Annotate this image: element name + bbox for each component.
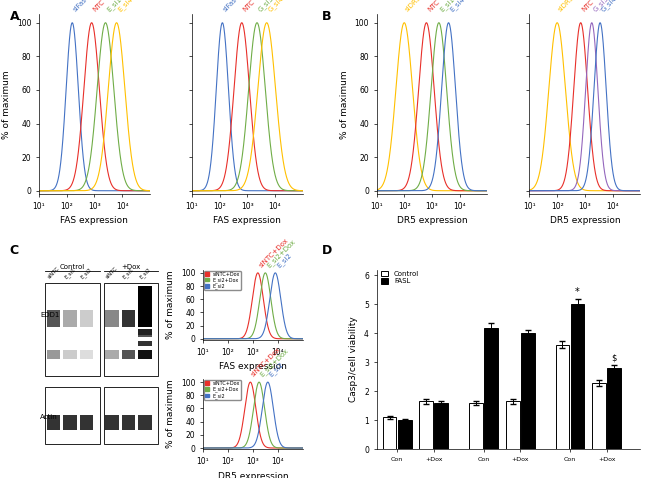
Bar: [105, 415, 119, 430]
Text: G_si3: G_si3: [257, 0, 275, 12]
Text: siNTC+Dox: siNTC+Dox: [258, 237, 289, 269]
X-axis label: DR5 expression: DR5 expression: [396, 216, 467, 225]
Bar: [138, 349, 151, 359]
Bar: [138, 415, 151, 430]
Text: siDR5: siDR5: [557, 0, 575, 12]
Y-axis label: % of maximum: % of maximum: [166, 271, 176, 339]
Text: $: $: [612, 353, 617, 362]
Bar: [138, 286, 151, 327]
Bar: [80, 415, 93, 430]
X-axis label: FAS expression: FAS expression: [213, 216, 281, 225]
X-axis label: DR5 expression: DR5 expression: [218, 471, 288, 478]
Y-axis label: % of maximum: % of maximum: [166, 380, 176, 448]
Text: D: D: [322, 244, 332, 257]
Text: E_si1: E_si1: [105, 0, 123, 12]
Text: siNTC: siNTC: [105, 266, 119, 280]
Text: G_si4: G_si4: [600, 0, 618, 12]
Bar: [47, 415, 60, 430]
Text: NTC: NTC: [92, 0, 106, 12]
Text: siDR5: siDR5: [404, 0, 422, 12]
Bar: [571, 304, 584, 449]
Text: +Dox: +Dox: [122, 264, 140, 271]
Bar: [122, 349, 135, 359]
Bar: [556, 345, 569, 449]
Bar: [64, 349, 77, 359]
Bar: [434, 403, 448, 449]
Text: E_si2: E_si2: [80, 267, 94, 280]
Text: NTC: NTC: [580, 0, 595, 12]
Text: E_si2: E_si2: [276, 251, 292, 269]
Bar: [607, 368, 621, 449]
Text: E_si2+Dox: E_si2+Dox: [259, 347, 290, 378]
Bar: [105, 310, 119, 327]
Text: siFas: siFas: [72, 0, 88, 12]
Legend: Control, FASL: Control, FASL: [380, 270, 421, 286]
Bar: [419, 402, 433, 449]
Text: NTC: NTC: [242, 0, 256, 12]
Bar: [521, 333, 535, 449]
Bar: [383, 417, 396, 449]
Text: NTC: NTC: [426, 0, 441, 12]
Text: C: C: [10, 244, 19, 257]
Bar: [47, 349, 60, 359]
Text: Actin: Actin: [40, 413, 58, 420]
Y-axis label: % of maximum: % of maximum: [340, 70, 349, 139]
X-axis label: FAS expression: FAS expression: [219, 362, 287, 371]
Text: E_si2: E_si2: [268, 361, 285, 378]
Legend: siNTC+Dox, E_si2+Dox, E_si2: siNTC+Dox, E_si2+Dox, E_si2: [204, 380, 241, 400]
Text: E_si1: E_si1: [439, 0, 456, 12]
Text: siNTC: siNTC: [47, 266, 60, 280]
Text: E_si1: E_si1: [122, 267, 135, 280]
Bar: [64, 310, 77, 327]
Text: G_si3: G_si3: [592, 0, 610, 12]
Bar: [484, 327, 498, 449]
X-axis label: FAS expression: FAS expression: [60, 216, 128, 225]
Bar: [138, 341, 151, 347]
Bar: [398, 420, 411, 449]
Bar: [105, 349, 119, 359]
Bar: [138, 329, 151, 335]
Bar: [122, 310, 135, 327]
Text: E_si4: E_si4: [448, 0, 466, 12]
Bar: [469, 403, 483, 449]
Text: B: B: [322, 10, 332, 22]
Text: Control: Control: [60, 264, 85, 271]
Bar: [47, 310, 60, 327]
Legend: siNTC+Dox, E_si2+Dox, E_si2: siNTC+Dox, E_si2+Dox, E_si2: [204, 271, 241, 290]
Bar: [138, 331, 151, 337]
Bar: [103, 387, 159, 445]
Bar: [45, 387, 100, 445]
Bar: [80, 349, 93, 359]
Text: G_si4: G_si4: [266, 0, 285, 12]
Bar: [122, 415, 135, 430]
Y-axis label: % of maximum: % of maximum: [3, 70, 11, 139]
Bar: [506, 402, 519, 449]
X-axis label: DR5 expression: DR5 expression: [549, 216, 620, 225]
Bar: [64, 415, 77, 430]
Text: E_si2: E_si2: [138, 267, 152, 280]
Text: siNTC+Dox: siNTC+Dox: [250, 347, 282, 378]
Text: E_si1: E_si1: [63, 267, 77, 280]
Bar: [80, 310, 93, 327]
Text: E_si4: E_si4: [116, 0, 134, 12]
Bar: [592, 383, 606, 449]
Bar: [103, 282, 159, 376]
Text: A: A: [10, 10, 20, 22]
Text: *: *: [575, 287, 580, 297]
Bar: [45, 282, 100, 376]
Text: E_si2+Dox: E_si2+Dox: [265, 238, 296, 269]
Y-axis label: Casp3/cell viability: Casp3/cell viability: [350, 316, 358, 402]
Text: EDD1: EDD1: [40, 312, 60, 318]
Text: siFas: siFas: [222, 0, 239, 12]
